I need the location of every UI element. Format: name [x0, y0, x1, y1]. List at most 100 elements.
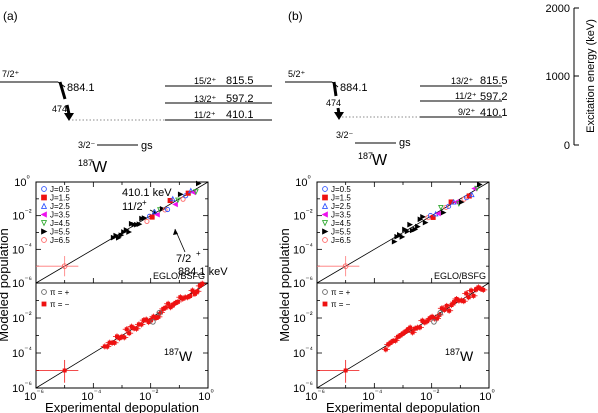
- data-point: [415, 223, 421, 230]
- transition-arrow-upper: [332, 81, 338, 97]
- tick-label: 10⁰: [14, 174, 29, 189]
- data-point: [192, 291, 197, 296]
- nucleus-label: 187W: [164, 347, 193, 364]
- initial-level-spin: 5/2⁺: [288, 69, 306, 79]
- data-point: [122, 335, 127, 340]
- ground-state-spin: 3/2⁻: [78, 140, 96, 150]
- data-point: [62, 368, 67, 373]
- data-point: [146, 320, 151, 325]
- data-point: [383, 347, 388, 352]
- data-point: [468, 191, 475, 198]
- initial-level-spin: 7/2⁺: [2, 69, 20, 79]
- data-point: [40, 211, 47, 218]
- annotation-884-parity: +: [196, 249, 201, 258]
- data-point: [151, 208, 158, 215]
- data-point: [156, 309, 163, 316]
- data-point: [342, 263, 349, 270]
- nucleus-mass: 187: [358, 151, 373, 161]
- data-point: [153, 315, 158, 320]
- data-point: [154, 211, 160, 218]
- data-point: [139, 215, 145, 222]
- level-spin-410: 9/2⁺: [458, 107, 476, 117]
- scatter-plots: 10⁻⁶ 10⁻⁴ 10⁻² 10⁰ 10⁰ 10⁻² 10⁻⁴ 10⁻⁶ 10⁻² 10⁻⁴ 10…: [0, 174, 495, 413]
- transition-arrow-upper: [58, 81, 67, 100]
- legend-entry: J=2.5: [331, 202, 351, 211]
- tick-label: 10⁰: [198, 388, 213, 403]
- y-axis-label: Modeled population: [0, 228, 11, 341]
- data-point: [398, 333, 403, 338]
- data-point: [394, 233, 401, 240]
- legend-entry: J=0.5: [50, 185, 70, 194]
- data-point: [442, 307, 447, 312]
- tick-label: 10⁻⁶: [293, 275, 313, 290]
- nucleus-symbol: W: [372, 152, 388, 169]
- data-point: [112, 340, 117, 345]
- data-point: [144, 317, 149, 322]
- level-spin-815: 13/2⁺: [451, 76, 474, 86]
- data-point: [180, 196, 186, 202]
- data-point: [466, 295, 471, 300]
- data-point: [440, 209, 447, 216]
- x-axis-label: Experimental depopulation: [45, 400, 199, 413]
- ground-state-spin: 3/2⁻: [336, 130, 354, 140]
- level-energy-815: 815.5: [226, 75, 254, 87]
- data-point: [156, 314, 161, 319]
- tick-label: 10⁻⁶: [12, 380, 32, 395]
- legend-entry: J=1.5: [331, 194, 351, 203]
- data-point: [136, 221, 143, 228]
- level-energy-597: 597.2: [480, 91, 508, 103]
- data-point: [187, 187, 194, 194]
- data-point: [443, 204, 449, 210]
- data-point: [481, 287, 486, 292]
- data-point: [408, 325, 413, 330]
- data-point: [175, 197, 181, 204]
- data-point: [40, 220, 48, 227]
- tick-label: 10⁰: [479, 388, 494, 403]
- data-point: [434, 316, 439, 321]
- tick-label: 10⁰: [295, 174, 310, 189]
- level-energy-410: 410.1: [226, 109, 254, 121]
- data-point: [163, 305, 168, 310]
- data-point: [129, 324, 134, 329]
- data-point: [185, 295, 190, 300]
- data-point: [420, 318, 425, 323]
- data-point: [459, 298, 464, 303]
- tick-label: 10⁻⁶: [293, 380, 313, 395]
- data-point: [473, 287, 478, 292]
- data-point: [134, 221, 140, 228]
- tick-label: 10⁻²: [12, 208, 31, 223]
- data-point: [195, 289, 200, 294]
- data-point: [400, 331, 405, 336]
- annotation-410-spin: 11/2: [122, 201, 143, 213]
- data-point: [478, 286, 483, 291]
- data-point: [410, 330, 415, 335]
- data-point: [466, 193, 472, 199]
- tick-label: 10⁻²: [139, 388, 158, 403]
- data-point: [471, 293, 476, 298]
- data-point: [437, 309, 444, 316]
- data-point: [461, 196, 467, 202]
- data-point: [144, 218, 150, 224]
- tick-label: 10⁻²: [420, 388, 439, 403]
- data-point: [391, 238, 398, 245]
- data-point: [476, 285, 481, 290]
- data-point: [110, 234, 117, 241]
- initial-level-energy: 884.1: [67, 82, 95, 94]
- data-point: [141, 318, 146, 323]
- data-point: [405, 327, 410, 332]
- legend-entry: J=1.5: [50, 194, 70, 203]
- ground-state-label: gs: [399, 137, 411, 149]
- data-point: [126, 229, 132, 235]
- data-point: [386, 342, 391, 347]
- legend-entry: π = +: [331, 288, 351, 297]
- tick-label: 10⁻⁴: [293, 241, 313, 256]
- tick-label: 10⁻⁶: [24, 388, 44, 403]
- tick-label: 10⁻⁴: [12, 241, 32, 256]
- data-point: [169, 195, 176, 202]
- annotation-884-spin: 7/2: [176, 253, 191, 265]
- legend-entry: J=4.5: [50, 219, 70, 228]
- level-energy-410: 410.1: [480, 107, 508, 119]
- legend-marker-negative: [322, 301, 328, 307]
- data-point: [447, 308, 452, 313]
